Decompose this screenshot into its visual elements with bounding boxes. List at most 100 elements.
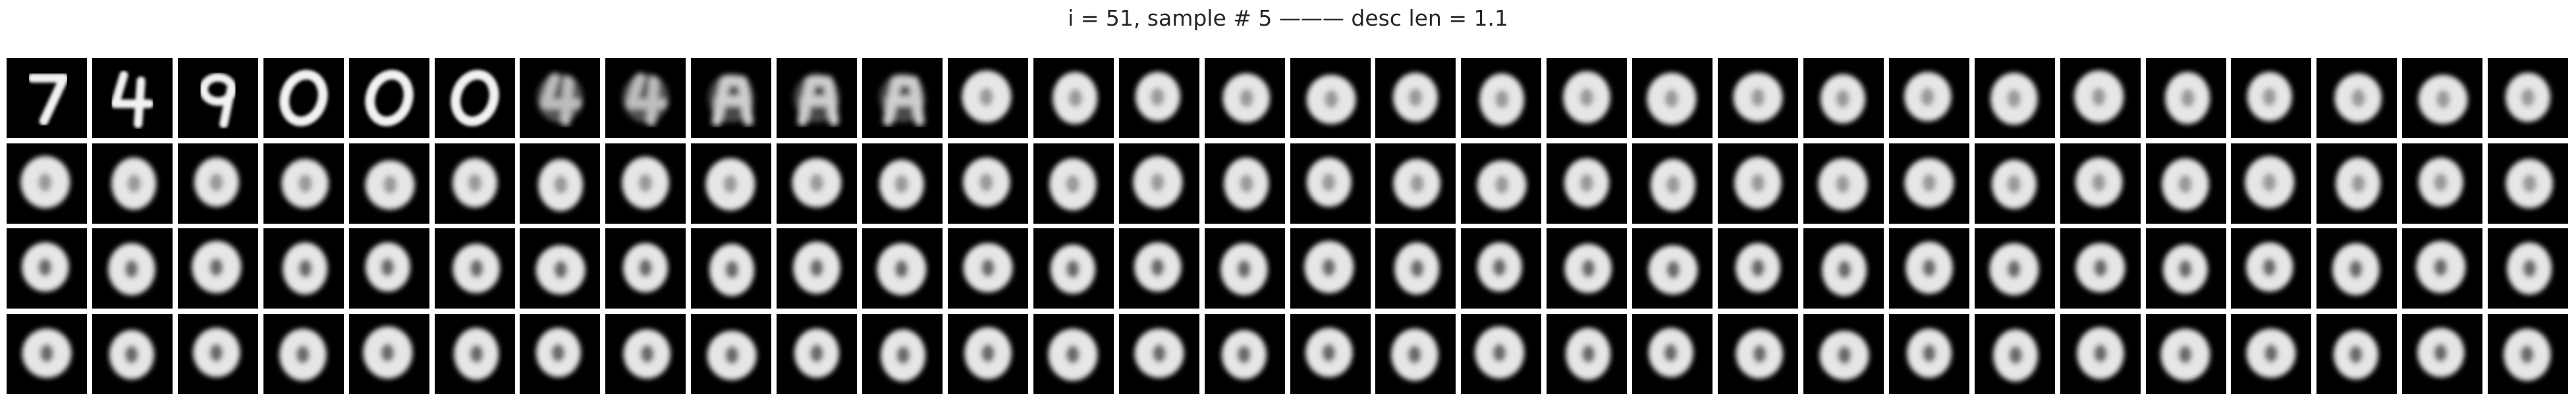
thumbnail-r1-c18 (1461, 58, 1541, 138)
thumbnail-r1-c8 (605, 58, 686, 138)
thumbnail-r4-c3 (178, 314, 258, 394)
thumbnail-r4-c30 (2488, 314, 2568, 394)
thumbnail-r2-c22 (1803, 143, 1884, 224)
thumbnail-r2-c29 (2402, 143, 2482, 224)
thumbnail-r3-c16 (1290, 228, 1371, 309)
thumbnail-r2-c27 (2231, 143, 2311, 224)
thumbnail-r3-c27 (2231, 228, 2311, 309)
thumbnail-r1-c25 (2060, 58, 2141, 138)
thumbnail-r4-c26 (2146, 314, 2226, 394)
thumbnail-r1-c2 (92, 58, 173, 138)
thumbnail-r2-c18 (1461, 143, 1541, 224)
thumbnail-r2-c30 (2488, 143, 2568, 224)
thumbnail-r1-c17 (1375, 58, 1456, 138)
thumbnail-r3-c26 (2146, 228, 2226, 309)
thumbnail-r4-c22 (1803, 314, 1884, 394)
thumbnail-r4-c23 (1889, 314, 1969, 394)
thumbnail-r3-c28 (2316, 228, 2397, 309)
thumbnail-r4-c19 (1547, 314, 1627, 394)
thumbnail-r3-c3 (178, 228, 258, 309)
thumbnail-r2-c21 (1718, 143, 1798, 224)
thumbnail-r3-c9 (691, 228, 771, 309)
thumbnail-r1-c16 (1290, 58, 1371, 138)
thumbnail-r2-c13 (1033, 143, 1114, 224)
thumbnail-r4-c10 (777, 314, 857, 394)
thumbnail-r1-c24 (1975, 58, 2055, 138)
thumbnail-r1-c23 (1889, 58, 1969, 138)
thumbnail-r4-c1 (7, 314, 87, 394)
thumbnail-r4-c24 (1975, 314, 2055, 394)
thumbnail-r4-c27 (2231, 314, 2311, 394)
thumbnail-r4-c15 (1205, 314, 1285, 394)
thumbnail-r1-c1 (7, 58, 87, 138)
thumbnail-r1-c9 (691, 58, 771, 138)
thumbnail-r2-c16 (1290, 143, 1371, 224)
thumbnail-r4-c14 (1119, 314, 1199, 394)
thumbnail-r3-c12 (948, 228, 1028, 309)
thumbnail-r1-c7 (520, 58, 600, 138)
thumbnail-r3-c30 (2488, 228, 2568, 309)
thumbnail-r4-c6 (435, 314, 515, 394)
thumbnail-r1-c27 (2231, 58, 2311, 138)
thumbnail-r3-c5 (349, 228, 429, 309)
thumbnail-r3-c21 (1718, 228, 1798, 309)
thumbnail-r4-c13 (1033, 314, 1114, 394)
thumbnail-r4-c29 (2402, 314, 2482, 394)
thumbnail-r3-c8 (605, 228, 686, 309)
thumbnail-r4-c11 (862, 314, 943, 394)
thumbnail-r1-c15 (1205, 58, 1285, 138)
thumbnail-r1-c30 (2488, 58, 2568, 138)
thumbnail-r4-c25 (2060, 314, 2141, 394)
thumbnail-r3-c11 (862, 228, 943, 309)
thumbnail-r4-c8 (605, 314, 686, 394)
thumbnail-r3-c20 (1632, 228, 1713, 309)
thumbnail-r2-c23 (1889, 143, 1969, 224)
thumbnail-r1-c28 (2316, 58, 2397, 138)
thumbnail-r3-c17 (1375, 228, 1456, 309)
thumbnail-r2-c25 (2060, 143, 2141, 224)
thumbnail-r2-c10 (777, 143, 857, 224)
thumbnail-r2-c9 (691, 143, 771, 224)
thumbnail-r1-c5 (349, 58, 429, 138)
thumbnail-r2-c3 (178, 143, 258, 224)
thumbnail-r2-c6 (435, 143, 515, 224)
thumbnail-r4-c7 (520, 314, 600, 394)
thumbnail-r4-c4 (263, 314, 344, 394)
thumbnail-r1-c29 (2402, 58, 2482, 138)
thumbnail-r3-c25 (2060, 228, 2141, 309)
thumbnail-r1-c11 (862, 58, 943, 138)
thumbnail-r2-c26 (2146, 143, 2226, 224)
thumbnail-r1-c12 (948, 58, 1028, 138)
thumbnail-r2-c20 (1632, 143, 1713, 224)
thumbnail-r3-c23 (1889, 228, 1969, 309)
thumbnail-r1-c10 (777, 58, 857, 138)
thumbnail-r2-c2 (92, 143, 173, 224)
thumbnail-r2-c7 (520, 143, 600, 224)
thumbnail-r2-c15 (1205, 143, 1285, 224)
thumbnail-r2-c19 (1547, 143, 1627, 224)
thumbnail-r2-c17 (1375, 143, 1456, 224)
thumbnail-r4-c18 (1461, 314, 1541, 394)
thumbnail-r1-c3 (178, 58, 258, 138)
thumbnail-r2-c24 (1975, 143, 2055, 224)
thumbnail-r3-c19 (1547, 228, 1627, 309)
thumbnail-r1-c6 (435, 58, 515, 138)
thumbnail-r4-c16 (1290, 314, 1371, 394)
thumbnail-r3-c29 (2402, 228, 2482, 309)
thumbnail-r4-c17 (1375, 314, 1456, 394)
thumbnail-r4-c21 (1718, 314, 1798, 394)
thumbnail-r1-c26 (2146, 58, 2226, 138)
thumbnail-r2-c4 (263, 143, 344, 224)
thumbnail-r3-c13 (1033, 228, 1114, 309)
thumbnail-r2-c8 (605, 143, 686, 224)
thumbnail-r4-c2 (92, 314, 173, 394)
thumbnail-r1-c13 (1033, 58, 1114, 138)
thumbnail-r2-c28 (2316, 143, 2397, 224)
thumbnail-r4-c12 (948, 314, 1028, 394)
thumbnail-r3-c4 (263, 228, 344, 309)
thumbnail-r3-c1 (7, 228, 87, 309)
thumbnail-r3-c18 (1461, 228, 1541, 309)
thumbnail-r4-c20 (1632, 314, 1713, 394)
thumbnail-r1-c22 (1803, 58, 1884, 138)
